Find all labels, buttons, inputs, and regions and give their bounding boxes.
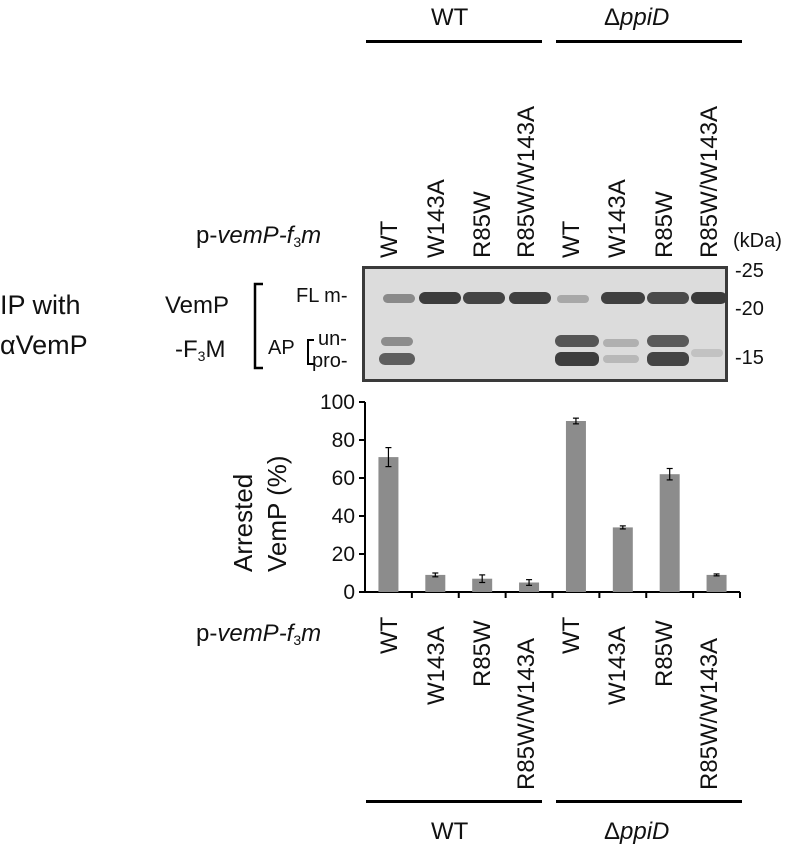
y-tick-label: 60 <box>332 467 355 490</box>
bar <box>378 457 399 592</box>
bar <box>706 574 727 592</box>
y-tick-label: 80 <box>332 429 355 452</box>
blot-band-un <box>381 337 413 346</box>
y-tick-label: 100 <box>320 391 355 414</box>
blot-band-fl <box>419 292 461 304</box>
x-tick-label: R85W <box>651 620 678 687</box>
bar <box>519 582 540 592</box>
blot-band-un <box>647 335 689 347</box>
lane-label-top: R85W <box>651 191 678 258</box>
band-label-ap: AP <box>268 337 295 359</box>
bar <box>565 421 586 592</box>
protein-bracket <box>253 282 263 370</box>
bar-chart: 0 20 40 60 80 100 <box>320 391 741 604</box>
top-group-ppid: ΔppiD <box>604 4 669 32</box>
blot-band-fl <box>557 295 589 303</box>
y-axis-label-line1: Arrested <box>228 473 258 572</box>
plasmid-sub: 3 <box>293 632 302 648</box>
x-tick-label: W143A <box>604 626 631 705</box>
ip-label-line1: IP with <box>0 290 81 320</box>
protein-sub: 3 <box>197 348 206 364</box>
y-tick-label: 20 <box>332 543 355 566</box>
x-tick-label: R85W <box>469 620 496 687</box>
plasmid-italic: vemP-f <box>217 222 294 249</box>
protein-label-line2: -F3M <box>175 336 225 364</box>
lane-label-top: W143A <box>423 179 450 258</box>
bottom-line-ppid <box>556 800 742 803</box>
band-label-un: un- <box>318 328 347 350</box>
delta-symbol: Δ <box>604 4 621 31</box>
ap-bracket <box>307 339 314 365</box>
y-axis-label-line2: VemP (%) <box>262 455 292 572</box>
lane-label-top: WT <box>376 220 403 258</box>
plasmid-label-bottom: p-vemP-f3m <box>196 620 321 648</box>
blot-band-fl <box>647 292 689 304</box>
blot-band-un <box>555 335 599 347</box>
top-line-ppid <box>556 40 742 43</box>
gene-name: ppiD <box>620 818 670 845</box>
y-tick-label: 40 <box>332 505 355 528</box>
x-tick-label: W143A <box>423 626 450 705</box>
western-blot <box>362 266 728 382</box>
plasmid-tail: m <box>301 222 322 249</box>
top-group-wt: WT <box>431 4 469 31</box>
blot-band-pro <box>647 352 689 366</box>
x-tick-label: WT <box>558 616 585 654</box>
marker-25: -25 <box>735 260 764 282</box>
bar <box>472 578 493 592</box>
x-tick-label: R85W/W143A <box>696 637 723 790</box>
lane-label-top: R85W/W143A <box>696 105 723 258</box>
blot-band-pro <box>691 349 723 357</box>
kda-label: (kDa) <box>733 230 782 252</box>
plasmid-prefix: p- <box>196 222 218 249</box>
blot-band-pro <box>603 355 639 363</box>
lane-label-top: W143A <box>604 179 631 258</box>
x-tick-label: WT <box>376 616 403 654</box>
bar <box>659 474 680 592</box>
lane-label-top: R85W <box>469 191 496 258</box>
band-label-fl: FL m- <box>296 285 348 307</box>
plasmid-prefix: p- <box>196 620 218 647</box>
bar <box>425 574 446 592</box>
lane-label-top: WT <box>558 220 585 258</box>
lane-label-top: R85W/W143A <box>513 105 540 258</box>
protein-label-line1: VemP <box>165 292 230 319</box>
ip-label-line2: αVemP <box>0 330 88 360</box>
bar <box>612 527 633 592</box>
plasmid-label-top: p-vemP-f3m <box>196 222 321 250</box>
top-line-wt <box>366 40 542 43</box>
band-label-pro: pro- <box>312 350 348 372</box>
gene-name: ppiD <box>620 4 670 31</box>
blot-band-fl <box>691 292 725 304</box>
blot-band-pro <box>379 353 415 365</box>
bottom-line-wt <box>366 800 542 803</box>
bottom-group-wt: WT <box>431 818 469 845</box>
x-tick-label: R85W/W143A <box>513 637 540 790</box>
blot-band-fl <box>463 292 505 304</box>
blot-band-fl <box>509 292 551 304</box>
blot-band-un <box>603 339 639 347</box>
marker-20: -20 <box>735 298 764 320</box>
protein-m: M <box>205 336 226 363</box>
top-group-ppid-text: ΔppiD <box>604 4 669 31</box>
plasmid-italic: vemP-f <box>217 620 294 647</box>
bottom-group-ppid: ΔppiD <box>604 818 669 846</box>
protein-f: -F <box>175 336 198 363</box>
blot-band-fl <box>383 294 415 303</box>
marker-15: -15 <box>735 347 764 369</box>
blot-band-pro <box>555 352 599 366</box>
delta-symbol: Δ <box>604 818 621 845</box>
plasmid-sub: 3 <box>293 234 302 250</box>
y-tick-label: 0 <box>343 581 355 604</box>
blot-band-fl <box>601 292 645 304</box>
plasmid-tail: m <box>301 620 322 647</box>
